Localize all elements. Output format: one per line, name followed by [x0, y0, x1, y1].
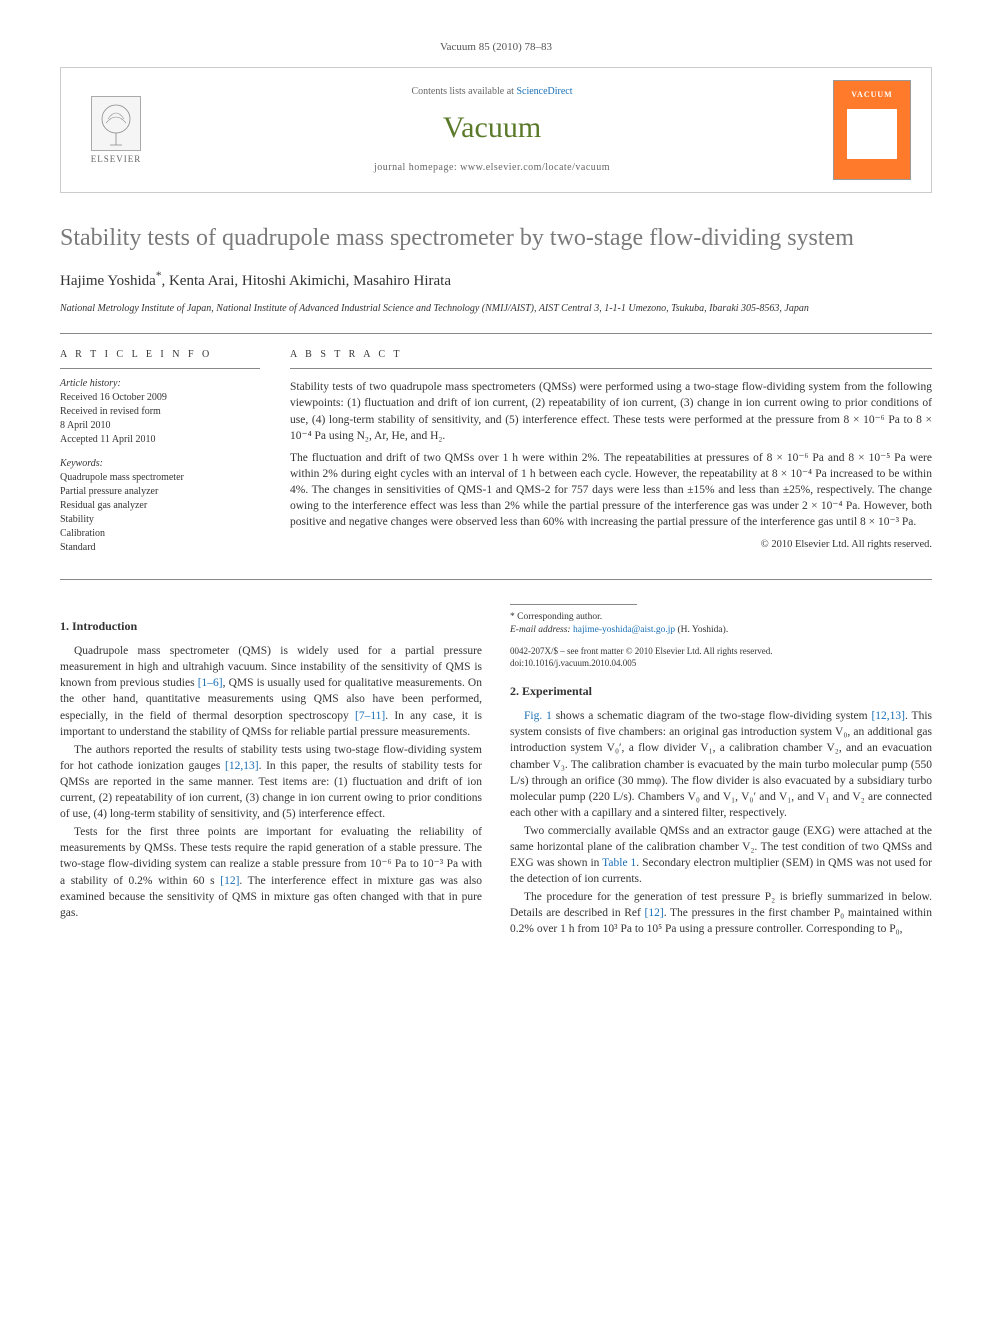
abstract-column: A B S T R A C T Stability tests of two q… [290, 348, 932, 565]
sciencedirect-link[interactable]: ScienceDirect [516, 86, 572, 97]
issn-line: 0042-207X/$ – see front matter © 2010 El… [510, 646, 932, 658]
journal-reference: Vacuum 85 (2010) 78–83 [60, 40, 932, 55]
abstract-header: A B S T R A C T [290, 348, 932, 369]
citation-link[interactable]: [12] [645, 907, 664, 919]
history-label: Article history: [60, 377, 260, 391]
keyword: Residual gas analyzer [60, 499, 260, 513]
section-experimental-heading: 2. Experimental [510, 683, 932, 700]
cover-title: VACUUM [851, 89, 892, 100]
footnote-separator [510, 604, 637, 605]
keyword: Quadrupole mass spectrometer [60, 471, 260, 485]
corresponding-author-note: * Corresponding author. [510, 611, 932, 623]
author-list: Hajime Yoshida*, Kenta Arai, Hitoshi Aki… [60, 273, 451, 289]
keyword: Standard [60, 541, 260, 555]
author-email[interactable]: hajime-yoshida@aist.go.jp [573, 625, 675, 635]
abstract-p2: The fluctuation and drift of two QMSs ov… [290, 450, 932, 530]
elsevier-tree-icon [91, 96, 141, 151]
article-info-column: A R T I C L E I N F O Article history: R… [60, 348, 260, 565]
info-abstract-row: A R T I C L E I N F O Article history: R… [60, 333, 932, 580]
citation-link[interactable]: [1–6] [198, 677, 223, 689]
article-info-header: A R T I C L E I N F O [60, 348, 260, 369]
received-date: Received 16 October 2009 [60, 391, 260, 405]
article-history-block: Article history: Received 16 October 200… [60, 377, 260, 447]
accepted-date: Accepted 11 April 2010 [60, 433, 260, 447]
journal-header-box: ELSEVIER Contents lists available at Sci… [60, 67, 932, 193]
keywords-block: Keywords: Quadrupole mass spectrometer P… [60, 457, 260, 555]
revised-date: 8 April 2010 [60, 419, 260, 433]
citation-link[interactable]: [12,13] [871, 710, 905, 722]
table-link[interactable]: Table 1 [602, 857, 636, 869]
citation-link[interactable]: [7–11] [355, 710, 385, 722]
homepage-line: journal homepage: www.elsevier.com/locat… [171, 161, 813, 175]
homepage-url[interactable]: www.elsevier.com/locate/vacuum [460, 162, 610, 173]
citation-link[interactable]: [12,13] [225, 760, 259, 772]
intro-paragraph-2: The authors reported the results of stab… [60, 742, 482, 822]
footnotes: * Corresponding author. E-mail address: … [510, 611, 932, 636]
intro-paragraph-3: Tests for the first three points are imp… [60, 824, 482, 921]
affiliation: National Metrology Institute of Japan, N… [60, 302, 932, 315]
abstract-p1: Stability tests of two quadrupole mass s… [290, 379, 932, 443]
keyword: Calibration [60, 527, 260, 541]
doi-line: doi:10.1016/j.vacuum.2010.04.005 [510, 658, 932, 670]
header-center: Contents lists available at ScienceDirec… [171, 85, 813, 175]
keyword: Stability [60, 513, 260, 527]
email-suffix: (H. Yoshida). [675, 625, 728, 635]
elsevier-logo: ELSEVIER [81, 90, 151, 170]
journal-name: Vacuum [171, 107, 813, 149]
intro-paragraph-1: Quadrupole mass spectrometer (QMS) is wi… [60, 643, 482, 740]
body-two-column: 1. Introduction Quadrupole mass spectrom… [60, 604, 932, 938]
footer-copyright: 0042-207X/$ – see front matter © 2010 El… [510, 646, 932, 669]
revised-label: Received in revised form [60, 405, 260, 419]
text: . This system consists of five chambers:… [510, 710, 932, 819]
exp-paragraph-2: Two commercially available QMSs and an e… [510, 823, 932, 887]
cover-inner-box [847, 109, 897, 159]
citation-link[interactable]: [12] [220, 875, 239, 887]
email-line: E-mail address: hajime-yoshida@aist.go.j… [510, 624, 932, 636]
journal-cover-thumbnail: VACUUM [833, 80, 911, 180]
exp-paragraph-1: Fig. 1 shows a schematic diagram of the … [510, 708, 932, 821]
text: of 0.2% within 60 s [113, 875, 220, 887]
exp-paragraph-3: The procedure for the generation of test… [510, 889, 932, 937]
homepage-prefix: journal homepage: [374, 162, 460, 173]
keywords-label: Keywords: [60, 457, 260, 471]
figure-link[interactable]: Fig. 1 [524, 710, 552, 722]
abstract-copyright: © 2010 Elsevier Ltd. All rights reserved… [290, 538, 932, 553]
contents-available-line: Contents lists available at ScienceDirec… [171, 85, 813, 99]
abstract-text: Stability tests of two quadrupole mass s… [290, 379, 932, 553]
email-label: E-mail address: [510, 625, 573, 635]
contents-prefix: Contents lists available at [411, 86, 516, 97]
authors-line: Hajime Yoshida*, Kenta Arai, Hitoshi Aki… [60, 269, 932, 292]
article-title: Stability tests of quadrupole mass spect… [60, 223, 932, 253]
section-intro-heading: 1. Introduction [60, 618, 482, 635]
text: shows a schematic diagram of the two-sta… [552, 710, 872, 722]
keyword: Partial pressure analyzer [60, 485, 260, 499]
elsevier-label: ELSEVIER [91, 153, 142, 166]
